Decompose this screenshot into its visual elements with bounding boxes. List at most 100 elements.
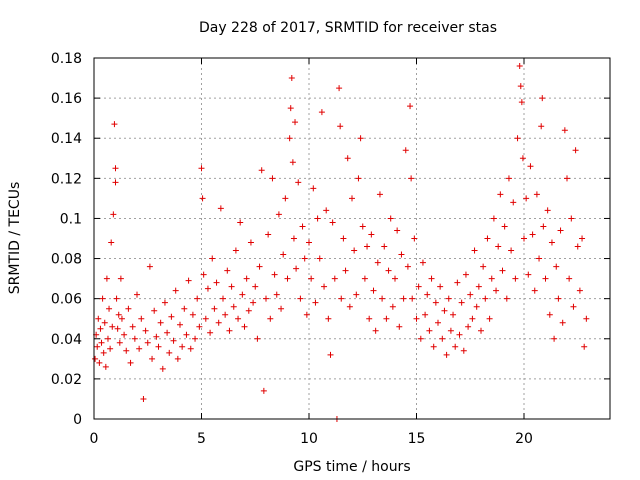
data-point (426, 327, 433, 334)
data-point (536, 255, 543, 262)
data-point (241, 323, 248, 330)
data-point (527, 163, 534, 170)
data-point (559, 319, 566, 326)
data-point (301, 255, 308, 262)
data-point (505, 175, 512, 182)
y-tick-label: 0.14 (51, 131, 82, 147)
data-point (576, 287, 583, 294)
data-point (342, 267, 349, 274)
data-point (226, 327, 233, 334)
data-point (112, 179, 119, 186)
data-point (415, 283, 422, 290)
data-point (209, 255, 216, 262)
data-point (542, 275, 549, 282)
y-tick-label: 0.06 (51, 292, 82, 308)
x-tick-label: 10 (300, 431, 318, 447)
chart-title: Day 228 of 2017, SRMTID for receiver sta… (199, 20, 497, 36)
data-point (166, 349, 173, 356)
data-points (92, 63, 590, 422)
plot-frame (93, 57, 611, 420)
data-point (204, 285, 211, 292)
data-point (239, 291, 246, 298)
data-point (486, 315, 493, 322)
data-point (172, 287, 179, 294)
data-point (462, 271, 469, 278)
data-point (318, 109, 325, 116)
data-point (460, 347, 467, 354)
data-point (364, 243, 371, 250)
data-point (131, 335, 138, 342)
data-point (432, 299, 439, 306)
y-tick-label: 0.04 (51, 332, 82, 348)
data-point (533, 191, 540, 198)
data-point (579, 235, 586, 242)
data-point (344, 155, 351, 162)
data-point (338, 295, 345, 302)
data-point (224, 267, 231, 274)
data-point (286, 135, 293, 142)
data-point (359, 223, 366, 230)
data-point (518, 99, 525, 106)
data-point (192, 335, 199, 342)
data-point (230, 303, 237, 310)
y-tick-label: 0.02 (51, 372, 82, 388)
data-point (366, 315, 373, 322)
data-point (482, 295, 489, 302)
data-point (280, 251, 287, 258)
data-point (200, 271, 207, 278)
data-point (146, 263, 153, 270)
data-point (525, 271, 532, 278)
data-point (196, 323, 203, 330)
data-point (273, 291, 280, 298)
data-point (297, 295, 304, 302)
y-tick-label: 0.18 (51, 51, 82, 67)
data-point (404, 263, 411, 270)
data-point (458, 299, 465, 306)
data-point (351, 247, 358, 254)
data-point (112, 165, 119, 172)
data-point (140, 395, 147, 402)
data-point (316, 255, 323, 262)
data-point (254, 335, 261, 342)
data-point (161, 299, 168, 306)
data-point (323, 207, 330, 214)
data-point (555, 295, 562, 302)
data-point (138, 315, 145, 322)
data-point (303, 311, 310, 318)
data-point (499, 267, 506, 274)
data-point (237, 219, 244, 226)
data-point (181, 305, 188, 312)
data-point (287, 105, 294, 112)
data-point (260, 387, 267, 394)
data-point (104, 335, 111, 342)
data-point (439, 335, 446, 342)
data-point (503, 295, 510, 302)
data-point (113, 295, 120, 302)
data-point (235, 315, 242, 322)
data-point (331, 275, 338, 282)
data-point (290, 235, 297, 242)
data-point (116, 339, 123, 346)
data-point (149, 355, 156, 362)
x-tick-label: 0 (90, 431, 99, 447)
data-point (168, 313, 175, 320)
data-point (123, 347, 130, 354)
data-point (346, 303, 353, 310)
data-point (357, 135, 364, 142)
data-point (134, 291, 140, 298)
data-point (523, 195, 530, 202)
data-point (564, 175, 570, 182)
data-point (456, 331, 463, 338)
data-point (544, 207, 551, 214)
data-point (495, 243, 502, 250)
data-point (256, 263, 263, 270)
data-point (102, 363, 109, 370)
data-point (480, 263, 487, 270)
data-point (177, 321, 183, 328)
data-point (538, 123, 545, 130)
data-point (572, 147, 579, 154)
data-point (107, 345, 114, 352)
data-point (92, 355, 99, 362)
data-point (106, 305, 113, 312)
data-point (271, 271, 278, 278)
